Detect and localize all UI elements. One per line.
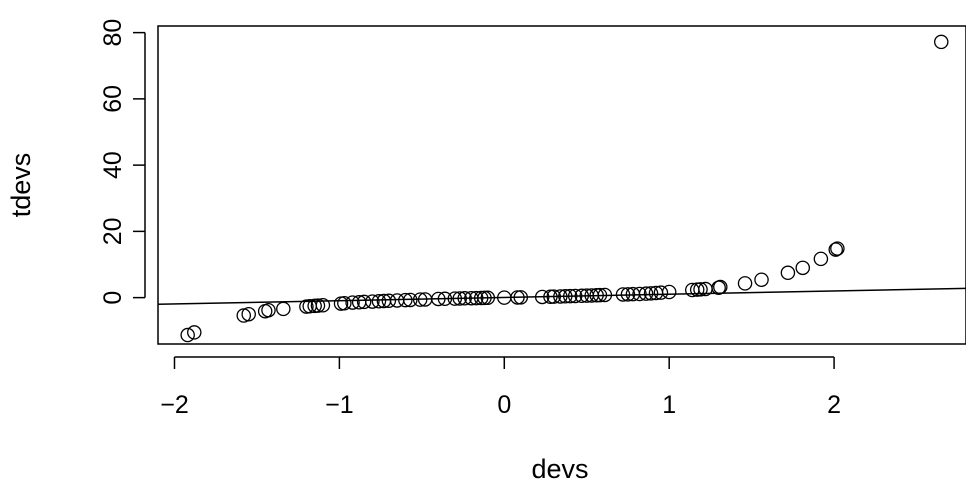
data-point xyxy=(381,293,397,309)
data-point xyxy=(510,290,525,305)
data-point xyxy=(558,289,573,304)
data-point xyxy=(653,285,669,300)
data-point xyxy=(828,242,843,257)
data-point xyxy=(447,291,463,306)
data-point xyxy=(437,291,453,307)
data-point xyxy=(567,288,583,304)
data-point xyxy=(534,289,550,305)
y-axis: 0 20 40 60 80 xyxy=(99,19,146,305)
plot-frame xyxy=(157,25,966,345)
y-tick-label: 20 xyxy=(99,217,127,245)
data-point xyxy=(337,296,352,311)
data-point xyxy=(345,295,360,310)
x-tick-label: 1 xyxy=(662,391,676,419)
data-point xyxy=(574,288,590,304)
y-tick-label: 80 xyxy=(99,19,127,47)
data-point xyxy=(241,306,256,322)
data-point xyxy=(813,251,829,267)
data-point xyxy=(780,265,796,281)
data-point xyxy=(431,291,446,307)
data-point xyxy=(795,260,811,276)
data-point xyxy=(477,290,492,306)
reference-line xyxy=(157,287,966,305)
y-tick-label: 40 xyxy=(99,151,127,179)
data-point xyxy=(632,286,647,302)
data-point xyxy=(713,279,728,295)
data-point xyxy=(754,272,769,287)
data-point xyxy=(412,292,428,307)
data-point xyxy=(187,325,202,340)
data-point xyxy=(934,34,949,50)
data-point xyxy=(830,241,845,256)
data-point xyxy=(638,286,654,301)
data-point xyxy=(371,294,387,309)
y-axis-label: tdevs xyxy=(6,153,36,218)
data-point xyxy=(546,289,562,304)
y-tick-label: 0 xyxy=(99,291,127,305)
data-point xyxy=(356,294,372,310)
data-point xyxy=(473,290,489,306)
data-point xyxy=(553,289,568,304)
x-axis-label: devs xyxy=(531,454,588,484)
data-point xyxy=(365,294,380,309)
data-point xyxy=(597,287,613,303)
x-tick-label: −1 xyxy=(325,391,354,419)
x-axis: −2 −1 0 1 2 xyxy=(160,356,841,419)
data-point xyxy=(452,291,468,306)
y-tick-label: 60 xyxy=(99,85,127,113)
x-tick-label: −2 xyxy=(160,391,189,419)
data-point xyxy=(592,287,608,303)
data-point xyxy=(403,292,418,308)
data-point xyxy=(469,290,484,306)
data-point xyxy=(480,290,496,306)
data-point xyxy=(261,302,276,318)
data-point xyxy=(457,291,472,306)
data-point xyxy=(562,288,578,304)
data-point xyxy=(398,292,413,308)
data-point xyxy=(310,298,326,313)
data-point xyxy=(643,286,659,301)
data-point xyxy=(693,282,708,297)
data-point xyxy=(615,287,631,302)
data-point xyxy=(737,276,753,291)
data-point xyxy=(315,297,331,313)
data-point xyxy=(661,284,677,300)
data-point xyxy=(513,290,529,305)
x-tick-label: 2 xyxy=(827,391,841,419)
x-tick-label: 0 xyxy=(497,391,511,419)
data-point xyxy=(620,287,636,302)
data-point xyxy=(276,301,291,317)
data-point xyxy=(180,327,195,343)
data-points xyxy=(180,34,949,343)
